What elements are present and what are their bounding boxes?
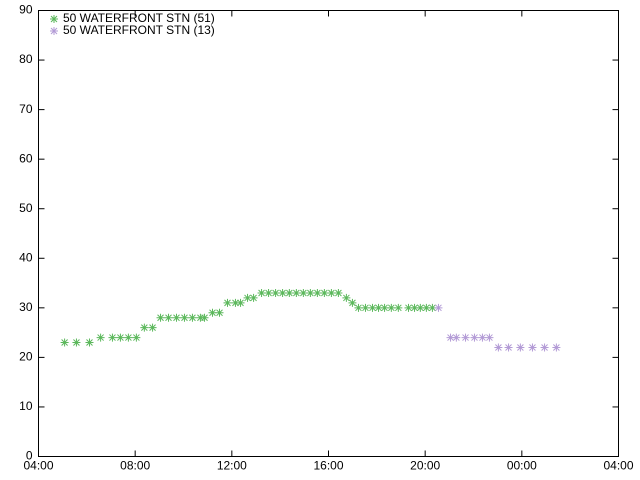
point [387, 303, 396, 312]
point [342, 293, 351, 302]
point [485, 333, 494, 342]
legend-symbol [50, 15, 58, 23]
point [416, 303, 425, 312]
point [354, 303, 363, 312]
point [306, 288, 315, 297]
point [313, 288, 322, 297]
y-tick-label: 0 [26, 449, 33, 463]
x-tick-label: 12:00 [217, 459, 247, 473]
point [327, 288, 336, 297]
point [410, 303, 419, 312]
point [348, 298, 357, 307]
point [380, 303, 389, 312]
x-tick-label: 20:00 [410, 459, 440, 473]
y-tick-label: 30 [19, 300, 33, 314]
point [320, 288, 329, 297]
point [85, 338, 94, 347]
point [156, 313, 165, 322]
point [404, 303, 413, 312]
legend-symbol [50, 27, 58, 35]
point [516, 343, 525, 352]
y-tick-label: 70 [19, 102, 33, 116]
point [434, 303, 443, 312]
point [223, 298, 232, 307]
point [257, 288, 266, 297]
x-tick-label: 08:00 [120, 459, 150, 473]
point [215, 308, 224, 317]
point [540, 343, 549, 352]
plot-frame [38, 10, 619, 457]
point [334, 288, 343, 297]
point [60, 338, 69, 347]
y-tick-label: 60 [19, 151, 33, 165]
point [478, 333, 487, 342]
point [208, 308, 217, 317]
point [428, 303, 437, 312]
point [271, 288, 280, 297]
point [264, 288, 273, 297]
point [374, 303, 383, 312]
point [116, 333, 125, 342]
point [124, 333, 133, 342]
point [140, 323, 149, 332]
point [172, 313, 181, 322]
point [422, 303, 431, 312]
point [96, 333, 105, 342]
x-tick-label: 04:00 [23, 459, 53, 473]
point [285, 288, 294, 297]
x-tick-label: 04:00 [603, 459, 633, 473]
point [470, 333, 479, 342]
point [528, 343, 537, 352]
point [188, 313, 197, 322]
x-tick-label: 16:00 [313, 459, 343, 473]
point [148, 323, 157, 332]
y-tick-label: 90 [19, 3, 33, 17]
point [368, 303, 377, 312]
point [361, 303, 370, 312]
point [446, 333, 455, 342]
point [504, 343, 513, 352]
point [249, 293, 258, 302]
point [72, 338, 81, 347]
point [461, 333, 470, 342]
point [200, 313, 209, 322]
point [552, 343, 561, 352]
legend-label: 50 WATERFRONT STN (51) [63, 11, 215, 25]
point [452, 333, 461, 342]
point [292, 288, 301, 297]
x-tick-label: 00:00 [507, 459, 537, 473]
point [243, 293, 252, 302]
point [299, 288, 308, 297]
point [180, 313, 189, 322]
y-tick-label: 20 [19, 350, 33, 364]
y-tick-label: 50 [19, 201, 33, 215]
y-tick-label: 40 [19, 250, 33, 264]
point [108, 333, 117, 342]
point [164, 313, 173, 322]
point [196, 313, 205, 322]
point [231, 298, 240, 307]
point [236, 298, 245, 307]
point [494, 343, 503, 352]
point [278, 288, 287, 297]
legend-label: 50 WATERFRONT STN (13) [63, 23, 215, 37]
y-tick-label: 10 [19, 399, 33, 413]
point [132, 333, 141, 342]
point [394, 303, 403, 312]
y-tick-label: 80 [19, 52, 33, 66]
